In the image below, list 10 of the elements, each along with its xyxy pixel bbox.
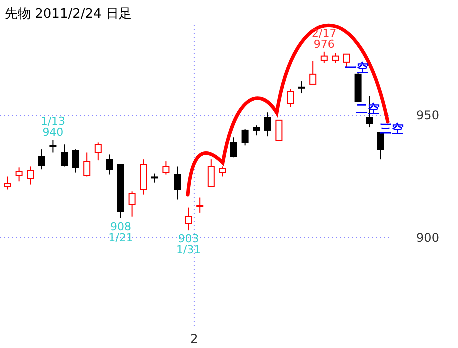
y-tick-label: 950 — [416, 108, 440, 123]
annotation: 一空 — [345, 61, 369, 75]
annotation: 908 1/21 — [108, 220, 134, 244]
chart-title: 先物 2011/2/24 日足 — [5, 7, 132, 22]
annotation: 903 1/31 — [176, 232, 202, 257]
y-tick-label: 900 — [416, 230, 440, 245]
annotation: 2/17 976 — [312, 26, 337, 51]
annotation: 三空 — [380, 122, 404, 136]
x-tick-label: 2 — [190, 332, 198, 346]
annotation: 1/13 940 — [40, 115, 66, 140]
